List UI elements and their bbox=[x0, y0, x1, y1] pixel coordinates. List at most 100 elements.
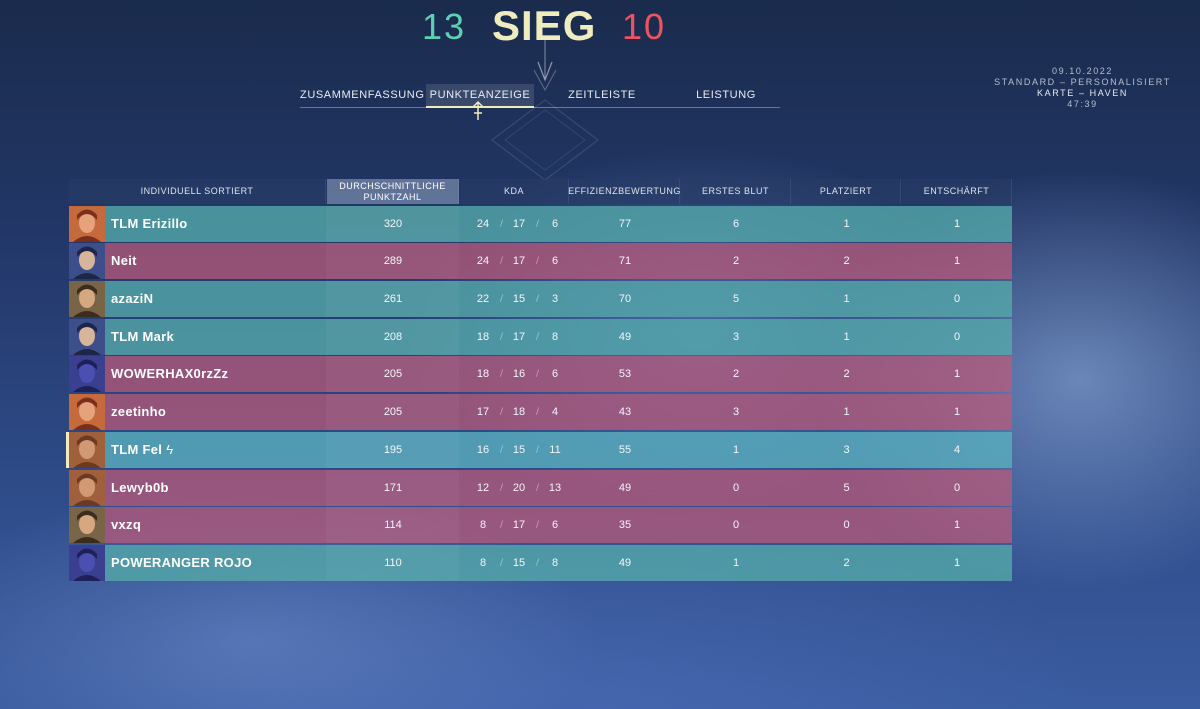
acs-value: 320 bbox=[383, 217, 403, 230]
defuses-value: 1 bbox=[953, 519, 961, 532]
header-acs[interactable]: DURCHSCHNITTLICHE PUNKTZAHL bbox=[327, 179, 459, 204]
kills-value: 12 bbox=[476, 481, 490, 494]
assists-value: 3 bbox=[551, 293, 559, 306]
acs-value: 195 bbox=[383, 443, 403, 456]
kda-separator: / bbox=[536, 331, 540, 342]
player-name: vxzq bbox=[111, 517, 142, 533]
table-row[interactable]: azaziN 261 22 / 15 / 3 70 5 1 0 bbox=[69, 281, 1012, 318]
table-row[interactable]: zeetinho 205 17 / 18 / 4 43 3 1 1 bbox=[69, 394, 1012, 431]
deaths-value: 17 bbox=[512, 217, 526, 230]
tab-summary[interactable]: ZUSAMMENFASSUNG bbox=[300, 89, 425, 101]
table-row[interactable]: Neit 289 24 / 17 / 6 71 2 2 1 bbox=[69, 243, 1012, 280]
brimstone-icon bbox=[69, 431, 105, 468]
acs-cell-bg bbox=[326, 318, 459, 355]
kills-value: 24 bbox=[476, 255, 490, 268]
kda-separator: / bbox=[500, 444, 504, 455]
kda-separator: / bbox=[536, 482, 540, 493]
table-row[interactable]: Lewyb0b 171 12 / 20 / 13 49 0 5 0 bbox=[69, 469, 1012, 506]
match-score: 13 SIEG 10 bbox=[0, 2, 1200, 52]
deaths-value: 15 bbox=[512, 556, 526, 569]
first-blood-value: 2 bbox=[732, 368, 740, 381]
assists-value: 8 bbox=[551, 330, 559, 343]
plants-value: 1 bbox=[843, 217, 850, 230]
deaths-value: 18 bbox=[512, 406, 526, 419]
tab-bar: ZUSAMMENFASSUNG PUNKTEANZEIGE ZEITLEISTE… bbox=[300, 84, 780, 108]
assists-value: 8 bbox=[551, 556, 559, 569]
econ-value: 53 bbox=[618, 368, 632, 381]
tab-performance[interactable]: LEISTUNG bbox=[696, 89, 756, 101]
kda-separator: / bbox=[536, 294, 540, 305]
header-defuses[interactable]: ENTSCHÄRFT bbox=[902, 179, 1012, 204]
tab-scoreboard[interactable]: PUNKTEANZEIGE bbox=[426, 84, 534, 108]
plants-value: 3 bbox=[843, 443, 850, 456]
table-row[interactable]: TLM Erizillo 320 24 / 17 / 6 77 6 1 1 bbox=[69, 205, 1012, 242]
acs-value: 114 bbox=[384, 519, 402, 532]
plants-value: 2 bbox=[843, 255, 850, 268]
table-row[interactable]: TLM Mark 208 18 / 17 / 8 49 3 1 0 bbox=[69, 318, 1012, 355]
tab-baseline bbox=[300, 107, 780, 108]
header-kda[interactable]: KDA bbox=[460, 179, 569, 204]
chamber-icon bbox=[69, 507, 105, 544]
kda-separator: / bbox=[500, 369, 504, 380]
acs-cell-bg bbox=[326, 356, 459, 393]
player-name: POWERANGER ROJO bbox=[111, 554, 253, 570]
header-sort[interactable]: INDIVIDUELL SORTIERT bbox=[69, 179, 326, 204]
assists-value: 6 bbox=[551, 255, 559, 268]
table-row[interactable]: TLM Fel ϟ 195 16 / 15 / 11 55 1 3 4 bbox=[66, 431, 1012, 468]
first-blood-value: 3 bbox=[732, 406, 740, 419]
table-row[interactable]: POWERANGER ROJO 110 8 / 15 / 8 49 1 2 1 bbox=[69, 544, 1012, 581]
first-blood-value: 0 bbox=[732, 519, 740, 532]
plants-value: 0 bbox=[843, 519, 850, 532]
kda-separator: / bbox=[536, 369, 540, 380]
player-name: TLM Erizillo bbox=[111, 215, 188, 231]
header-plants[interactable]: PLATZIERT bbox=[792, 179, 901, 204]
deaths-value: 16 bbox=[512, 368, 526, 381]
kda-separator: / bbox=[500, 557, 504, 568]
deaths-value: 20 bbox=[512, 481, 526, 494]
kills-value: 8 bbox=[479, 556, 487, 569]
assists-value: 13 bbox=[548, 481, 562, 494]
first-blood-value: 6 bbox=[732, 217, 740, 230]
kda-separator: / bbox=[500, 294, 504, 305]
tab-timeline[interactable]: ZEITLEISTE bbox=[568, 89, 636, 101]
assists-value: 6 bbox=[551, 368, 559, 381]
match-result: SIEG bbox=[492, 2, 597, 49]
assists-value: 11 bbox=[549, 443, 561, 456]
acs-value: 289 bbox=[383, 255, 403, 268]
emblem-icon bbox=[491, 40, 599, 180]
econ-value: 49 bbox=[618, 481, 632, 494]
table-row[interactable]: WOWERHAX0rzZz 205 18 / 16 / 6 53 2 2 1 bbox=[69, 356, 1012, 393]
acs-value: 171 bbox=[383, 481, 403, 494]
econ-value: 49 bbox=[618, 556, 632, 569]
team-score: 13 bbox=[422, 6, 467, 47]
kda-separator: / bbox=[500, 218, 504, 229]
kills-value: 17 bbox=[476, 406, 490, 419]
first-blood-value: 2 bbox=[732, 255, 740, 268]
player-name: TLM Mark bbox=[111, 328, 175, 344]
header-first-blood[interactable]: ERSTES BLUT bbox=[681, 179, 791, 204]
kda-separator: / bbox=[536, 256, 540, 267]
player-rows: TLM Erizillo 320 24/17/6 77 6 1 1 Neit 289 24/17/… bbox=[66, 205, 1012, 581]
plants-value: 1 bbox=[843, 406, 850, 419]
acs-cell-bg bbox=[326, 544, 459, 581]
omen-icon bbox=[69, 356, 105, 393]
scoreboard-table: INDIVIDUELL SORTIERT DURCHSCHNITTLICHE P… bbox=[66, 179, 1012, 581]
kills-value: 18 bbox=[476, 330, 490, 343]
first-blood-value: 1 bbox=[732, 556, 740, 569]
acs-cell-bg bbox=[326, 394, 459, 431]
header-econ[interactable]: EFFIZIENZBEWERTUNG bbox=[568, 179, 680, 204]
defuses-value: 1 bbox=[953, 217, 961, 230]
kda-separator: / bbox=[536, 520, 540, 531]
kda-separator: / bbox=[536, 218, 540, 229]
plants-value: 2 bbox=[843, 368, 850, 381]
assists-value: 6 bbox=[551, 519, 559, 532]
match-date: 09.10.2022 bbox=[1051, 66, 1114, 76]
first-blood-value: 0 bbox=[732, 481, 740, 494]
econ-value: 77 bbox=[618, 217, 632, 230]
kills-value: 8 bbox=[479, 519, 487, 532]
acs-cell-bg bbox=[326, 431, 459, 468]
table-row[interactable]: vxzq 114 8 / 17 / 6 35 0 0 1 bbox=[69, 507, 1012, 544]
deaths-value: 15 bbox=[512, 293, 526, 306]
match-map: KARTE – HAVEN bbox=[1037, 88, 1128, 98]
omen-icon bbox=[69, 544, 105, 581]
